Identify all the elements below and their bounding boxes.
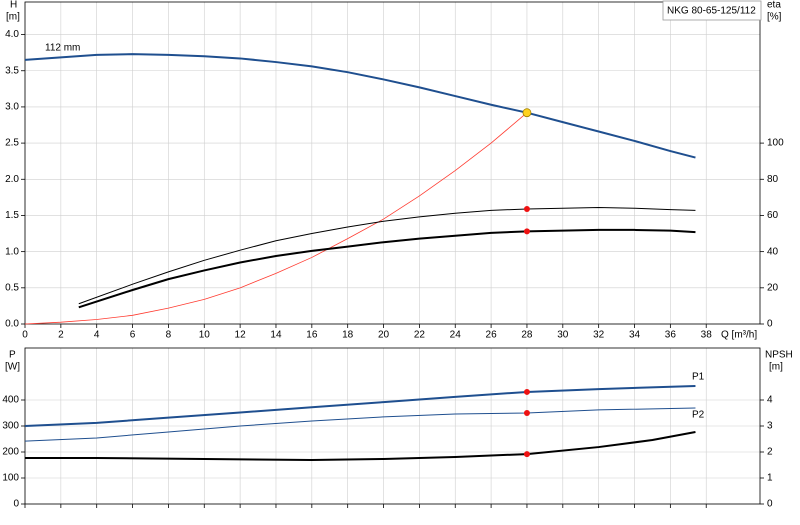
x-tick-label: 38 xyxy=(701,330,713,341)
y-tick-label: 100 xyxy=(2,473,19,484)
y-tick-label: 1.5 xyxy=(5,210,19,221)
x-tick-label: 12 xyxy=(235,330,247,341)
y-tick-label: 3.0 xyxy=(5,102,19,113)
series-line xyxy=(78,228,696,309)
chart-title: NKG 80-65-125/112 xyxy=(667,6,756,17)
title-box xyxy=(662,0,762,21)
x-tick-label: 24 xyxy=(450,330,462,341)
y-tick-label: 3.5 xyxy=(5,65,19,76)
y2-tick-label: 20 xyxy=(767,282,779,293)
y2-tick-label: 1 xyxy=(767,473,773,484)
duty-point xyxy=(523,205,530,212)
duty-point xyxy=(523,388,530,395)
series-line xyxy=(24,407,696,442)
series-label: 112 mm xyxy=(45,43,80,54)
x-tick-label: 30 xyxy=(557,330,569,341)
y2-tick-label: 4 xyxy=(767,395,773,406)
x-tick-label: 16 xyxy=(306,330,318,341)
x-tick-label: 26 xyxy=(486,330,498,341)
y-tick-label: 2.0 xyxy=(5,174,19,185)
y2-tick-label: 0 xyxy=(767,499,773,510)
y-tick-label: 2.5 xyxy=(5,138,19,149)
series-label: P2 xyxy=(692,410,705,421)
y2-tick-label: 100 xyxy=(767,138,784,149)
x-tick-label: 22 xyxy=(414,330,426,341)
y-tick-label: 0.5 xyxy=(5,282,19,293)
y-axis-unit: [m] xyxy=(6,12,20,23)
series-label: P1 xyxy=(692,372,705,383)
series-line xyxy=(24,384,696,427)
y2-axis-unit: [m] xyxy=(769,362,783,373)
y-tick-label: 0.0 xyxy=(5,319,19,330)
x-tick-label: 6 xyxy=(130,330,136,341)
series-line xyxy=(24,112,528,325)
plot-frame xyxy=(24,1,761,325)
y2-tick-label: 0 xyxy=(767,319,773,330)
y2-tick-label: 60 xyxy=(767,210,779,221)
y-axis-unit: [W] xyxy=(5,362,20,373)
y2-tick-label: 2 xyxy=(767,447,773,458)
series-line xyxy=(24,53,696,159)
plot-area xyxy=(25,2,760,324)
y-axis-label: H xyxy=(10,0,17,11)
x-tick-label: 14 xyxy=(270,330,282,341)
y2-tick-label: 40 xyxy=(767,246,779,257)
x-tick-label: 10 xyxy=(199,330,211,341)
x-tick-label: 2 xyxy=(58,330,64,341)
x-tick-label: 36 xyxy=(665,330,677,341)
y2-axis-unit: [%] xyxy=(767,12,782,23)
duty-point xyxy=(523,451,530,458)
x-tick-label: 0 xyxy=(22,330,28,341)
x-tick-label: 32 xyxy=(593,330,605,341)
x-tick-label: 34 xyxy=(629,330,641,341)
y-tick-label: 400 xyxy=(2,395,19,406)
duty-point xyxy=(522,108,532,118)
y-tick-label: 4.0 xyxy=(5,29,19,40)
y2-tick-label: 3 xyxy=(767,421,773,432)
x-tick-label: 4 xyxy=(94,330,100,341)
duty-point xyxy=(523,410,530,416)
series-line xyxy=(78,207,696,305)
x-axis-label: Q [m³/h] xyxy=(721,330,757,341)
x-tick-label: 8 xyxy=(166,330,172,341)
x-tick-label: 18 xyxy=(342,330,354,341)
y2-axis-label: NPSH xyxy=(765,350,793,361)
x-tick-label: 28 xyxy=(521,330,533,341)
x-tick-label: 20 xyxy=(378,330,390,341)
duty-point xyxy=(523,228,530,235)
y-tick-label: 300 xyxy=(2,421,19,432)
y2-tick-label: 80 xyxy=(767,174,779,185)
y-tick-label: 200 xyxy=(2,447,19,458)
y2-axis-label: eta xyxy=(767,0,781,11)
series-line xyxy=(25,430,696,462)
y-axis-label: P xyxy=(9,350,16,361)
y-tick-label: 1.0 xyxy=(5,246,19,257)
y-tick-label: 0 xyxy=(13,499,19,510)
